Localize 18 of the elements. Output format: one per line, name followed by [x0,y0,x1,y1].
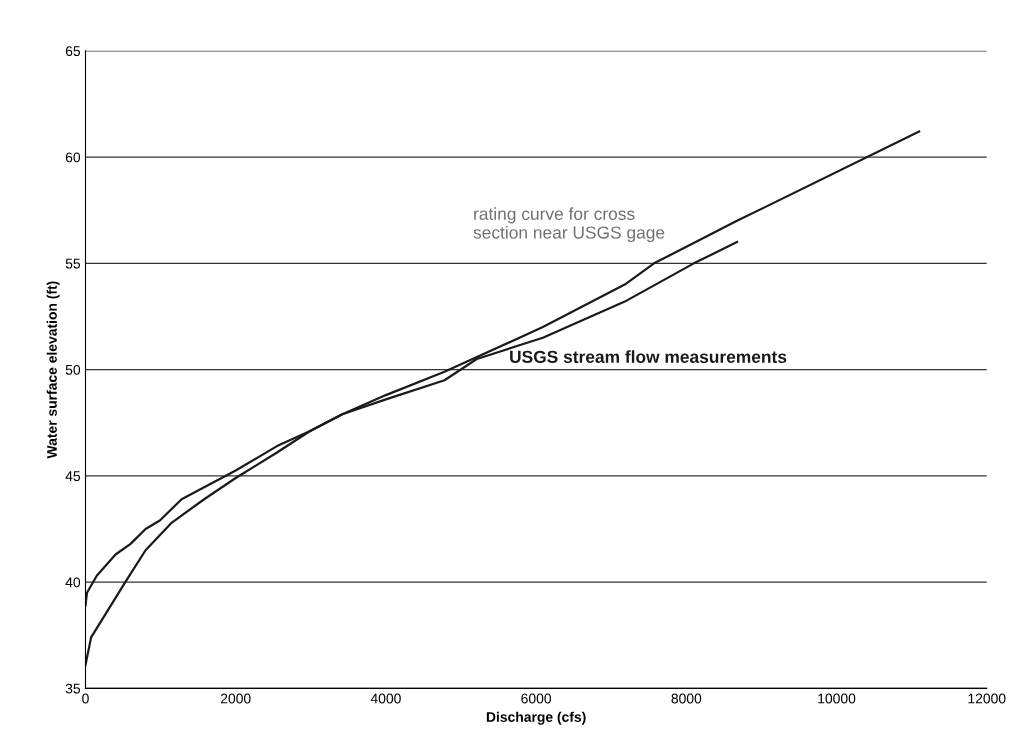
y-tick-label: 60 [65,152,81,163]
x-tick-label: 0 [82,693,89,704]
y-tick-label: 55 [65,258,81,269]
x-tick-label: 6000 [521,693,552,704]
x-tick-label: 12000 [968,693,1006,704]
x-axis-title: Discharge (cfs) [486,711,586,725]
x-tick-label: 10000 [818,693,856,704]
y-axis-title: Water surface elevation (ft) [46,281,60,459]
y-tick-label: 35 [65,683,81,694]
x-tick-label: 8000 [671,693,702,704]
series-label: rating curve for cross section near USGS gage [473,207,665,243]
series-label: USGS stream flow measurements [510,350,787,363]
x-tick-label: 2000 [220,693,251,704]
y-tick-label: 50 [65,364,81,375]
x-tick-label: 4000 [370,693,401,704]
y-tick-label: 45 [65,471,81,482]
y-tick-label: 40 [65,577,81,588]
y-tick-label: 65 [65,46,81,57]
